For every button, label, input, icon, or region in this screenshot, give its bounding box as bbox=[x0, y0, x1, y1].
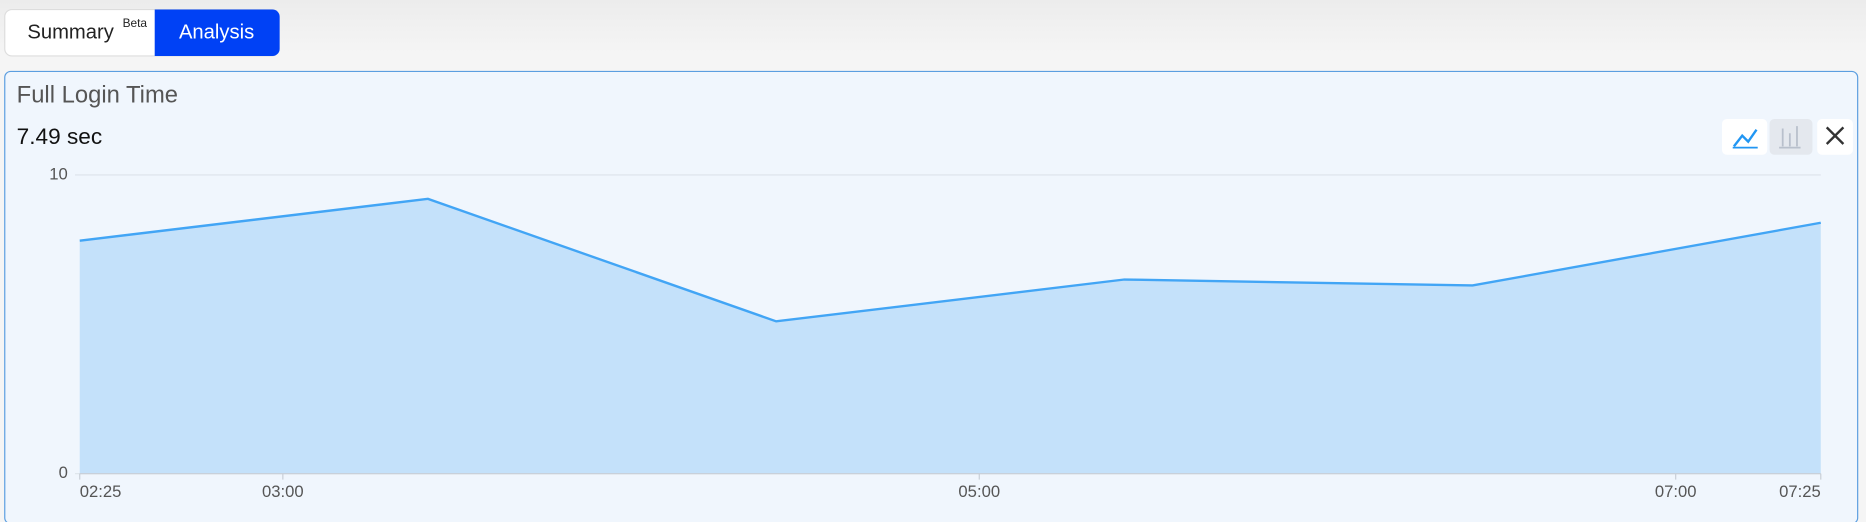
y-tick-label: 10 bbox=[49, 164, 68, 183]
x-tick-label: 07:25 bbox=[1779, 482, 1821, 501]
x-tick-label: 05:00 bbox=[958, 482, 1000, 501]
tab-bg bbox=[154, 9, 280, 56]
line bbox=[79, 197, 1821, 323]
headline-value: 7.49 sec bbox=[17, 124, 102, 149]
tab-summary[interactable]: Summary Beta bbox=[27, 16, 147, 44]
close-button[interactable] bbox=[1817, 119, 1853, 155]
area-fill bbox=[79, 198, 1821, 474]
x-tick-label: 03:00 bbox=[262, 482, 304, 501]
tab-badge: Beta bbox=[123, 16, 148, 30]
panel-title: Full Login Time bbox=[17, 82, 178, 109]
tab-label: Analysis bbox=[179, 22, 254, 44]
y-tick-label: 0 bbox=[59, 463, 68, 482]
bar-view-button[interactable] bbox=[1769, 119, 1813, 155]
x-tick-label: 02:25 bbox=[80, 482, 122, 501]
tab-analysis[interactable]: Analysis bbox=[154, 9, 280, 56]
line-view-button[interactable] bbox=[1722, 119, 1768, 155]
tab-label: Summary bbox=[27, 22, 114, 44]
x-tick-label: 07:00 bbox=[1655, 482, 1697, 501]
